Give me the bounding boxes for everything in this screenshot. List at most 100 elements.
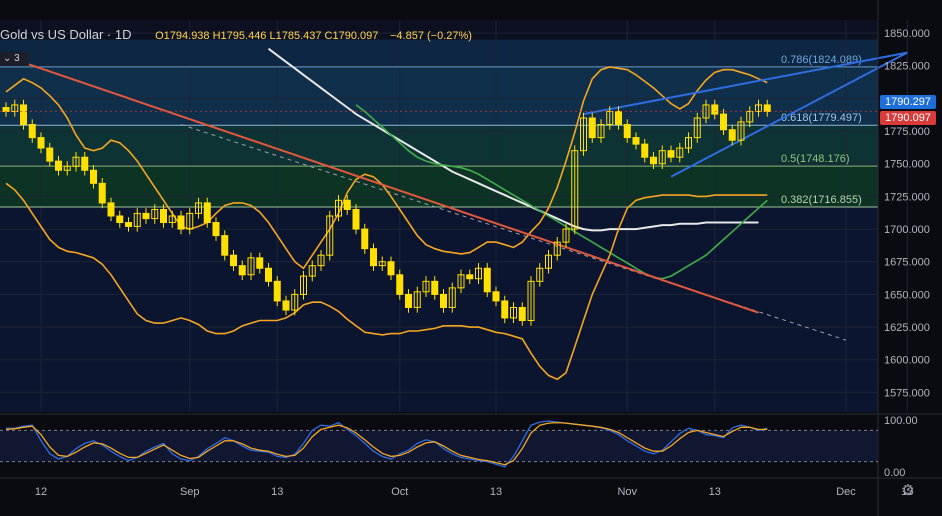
- candle-body: [545, 254, 552, 269]
- candle-body: [693, 117, 701, 139]
- candle-body: [300, 275, 307, 295]
- candle-body: [475, 267, 482, 280]
- candle-body: [203, 202, 211, 224]
- candle-body: [405, 293, 412, 308]
- ohlc-readout: O1794.938 H1795.446 L1785.437 C1790.097: [155, 30, 379, 42]
- candle: [492, 286, 500, 307]
- candle: [168, 210, 176, 228]
- candle-body: [676, 147, 684, 158]
- candle-body: [422, 280, 430, 293]
- candle-body: [510, 306, 517, 319]
- candle: [440, 289, 447, 313]
- candle: [597, 119, 605, 143]
- candle-body: [746, 110, 754, 123]
- candle: [326, 210, 334, 261]
- candle-body: [116, 215, 124, 224]
- candle: [588, 112, 596, 143]
- bollinger-lower-line: [5, 182, 768, 381]
- x-tick-label: 13: [271, 486, 283, 498]
- candle: [203, 197, 211, 228]
- candle: [422, 276, 430, 298]
- candle: [658, 145, 666, 169]
- candle: [300, 270, 307, 300]
- chevron-down-icon: ⌄: [3, 53, 15, 64]
- candle-body: [326, 215, 334, 256]
- candle-body: [553, 241, 561, 256]
- oscillator-band: [0, 430, 878, 462]
- candle: [623, 119, 631, 143]
- candle: [737, 116, 745, 146]
- candle: [195, 197, 202, 219]
- candle-body: [256, 257, 264, 269]
- candle-body: [396, 274, 404, 295]
- candle: [632, 132, 640, 150]
- fib-zone-0: [0, 39, 878, 67]
- red-trendline: [5, 55, 759, 314]
- candle-body: [457, 274, 465, 289]
- candle-body: [667, 150, 675, 158]
- candle-body: [238, 265, 246, 276]
- y-tick-label: 1850.000: [884, 28, 930, 40]
- candle-body: [448, 287, 456, 308]
- candle-body: [55, 160, 62, 171]
- candle: [177, 210, 185, 235]
- candle-body: [212, 222, 220, 237]
- candle: [72, 151, 80, 172]
- candle: [685, 132, 692, 154]
- y-tick-label: 1625.000: [884, 322, 930, 334]
- candle: [501, 295, 509, 324]
- candle: [728, 124, 736, 146]
- candle: [116, 210, 124, 228]
- candle-body: [81, 156, 89, 171]
- candle-body: [562, 228, 570, 243]
- candle-body: [317, 254, 325, 267]
- candle: [247, 252, 255, 281]
- candle: [46, 142, 54, 167]
- fib-label-0.5: 0.5(1748.176): [781, 153, 850, 165]
- candle-body: [720, 113, 727, 131]
- candle-body: [282, 300, 290, 311]
- candle-body: [125, 222, 132, 227]
- candle-body: [98, 182, 106, 204]
- candle-body: [641, 143, 649, 158]
- candle: [553, 236, 561, 261]
- candle: [37, 132, 45, 154]
- candle-body: [28, 124, 36, 139]
- candle-body: [580, 117, 587, 152]
- candle-body: [527, 280, 535, 322]
- candle-body: [755, 104, 762, 112]
- oscillator-level-label: 0.00: [884, 467, 905, 479]
- fib-zone-lower: [0, 207, 878, 412]
- candle: [361, 223, 369, 254]
- candle: [107, 197, 115, 222]
- y-tick-label: 1700.000: [884, 224, 930, 236]
- y-tick-label: 1725.000: [884, 191, 930, 203]
- candle-body: [658, 150, 666, 165]
- candle: [562, 223, 570, 248]
- candle-body: [361, 228, 369, 250]
- candle-body: [343, 199, 351, 210]
- candle: [746, 106, 754, 128]
- candle: [475, 263, 482, 284]
- candle-body: [72, 156, 80, 167]
- candle-body: [221, 235, 229, 256]
- candle-body: [728, 129, 736, 141]
- indicator-toggle-button[interactable]: ⌄ 3: [0, 52, 29, 66]
- x-tick-label: 13: [490, 486, 502, 498]
- candle: [125, 217, 132, 232]
- candle: [133, 208, 141, 232]
- candle-body: [597, 124, 605, 139]
- symbol-title[interactable]: Gold vs US Dollar · 1D: [0, 27, 132, 42]
- candle-body: [46, 147, 54, 162]
- gear-icon[interactable]: ⚙: [901, 482, 915, 499]
- channel-upper-line: [583, 51, 908, 116]
- candle-body: [737, 121, 745, 141]
- candle: [378, 256, 386, 271]
- x-tick-label: Oct: [391, 486, 408, 498]
- x-tick-label: 12: [35, 486, 47, 498]
- candle: [343, 195, 351, 215]
- candle: [571, 145, 579, 235]
- candle: [151, 204, 159, 224]
- candle: [238, 260, 246, 281]
